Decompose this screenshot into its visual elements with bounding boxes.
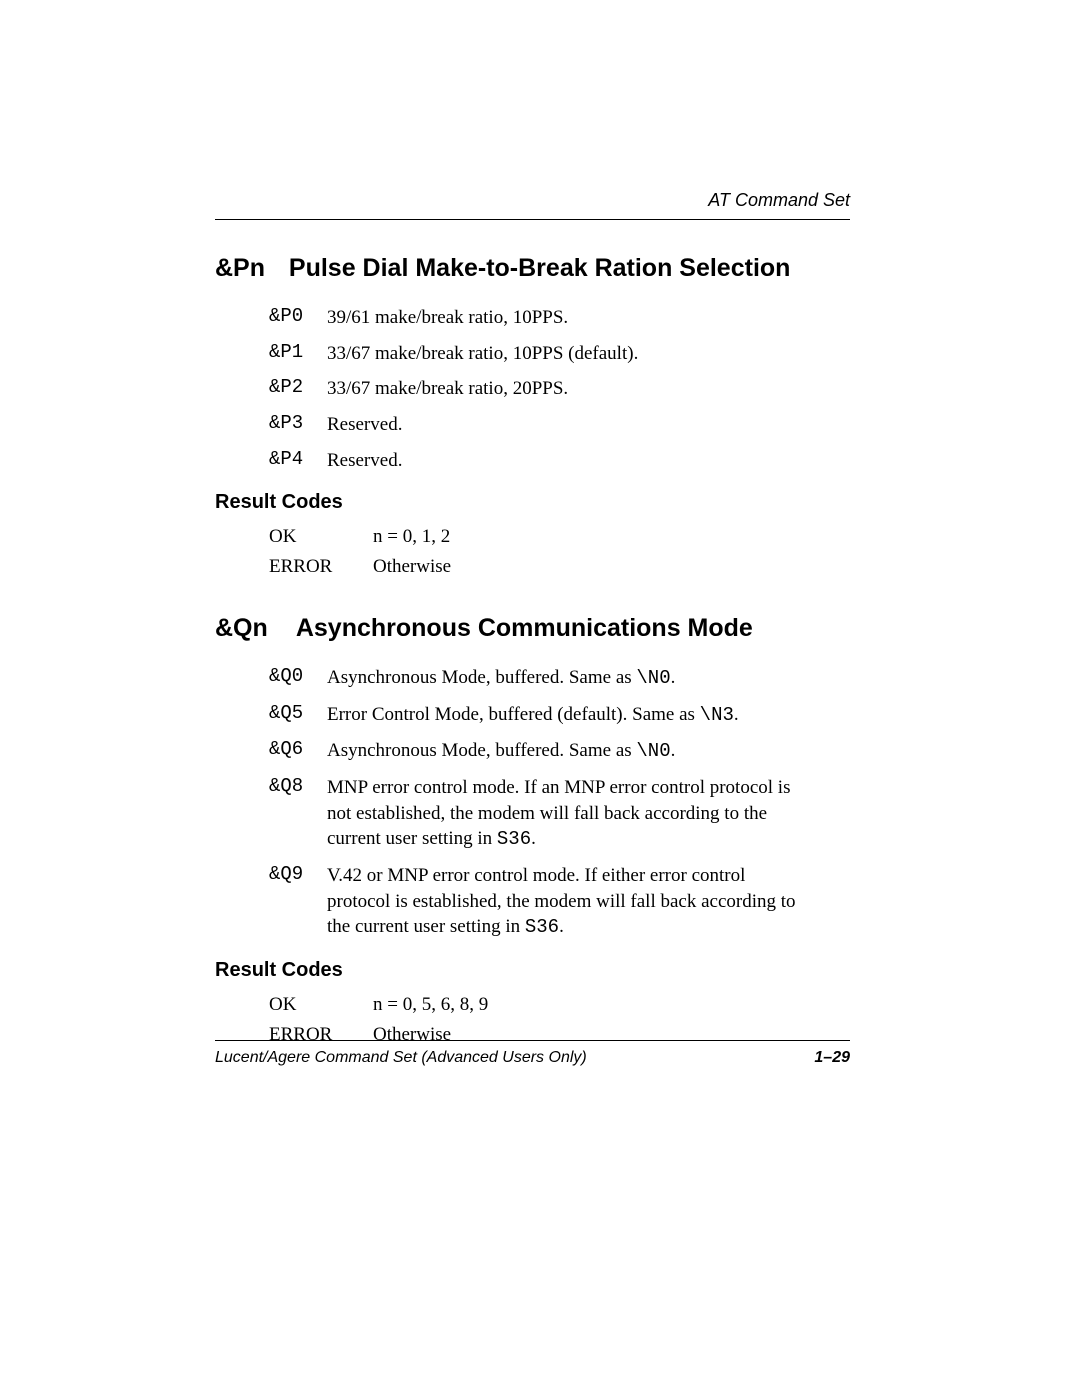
footer-page-number: 1–29 xyxy=(814,1049,850,1067)
param-desc: Reserved. xyxy=(327,412,402,438)
footer-left: Lucent/Agere Command Set (Advanced Users… xyxy=(215,1049,587,1067)
param-desc: 33/67 make/break ratio, 10PPS (default). xyxy=(327,341,638,367)
section-title-text: Pulse Dial Make-to-Break Ration Selectio… xyxy=(289,254,791,282)
param-row: &P0 39/61 make/break ratio, 10PPS. xyxy=(269,305,809,331)
param-code: &P4 xyxy=(269,448,327,470)
param-row: &Q6 Asynchronous Mode, buffered. Same as… xyxy=(269,738,809,765)
header-rule xyxy=(215,219,850,220)
result-table-pn: OK n = 0, 1, 2 ERROR Otherwise xyxy=(269,526,850,578)
param-code: &Q6 xyxy=(269,738,327,760)
param-desc: Asynchronous Mode, buffered. Same as \N0… xyxy=(327,665,675,692)
param-code: &Q5 xyxy=(269,702,327,724)
footer-rule xyxy=(215,1040,850,1041)
param-table-pn: &P0 39/61 make/break ratio, 10PPS. &P1 3… xyxy=(269,305,809,473)
result-codes-heading: Result Codes xyxy=(215,959,850,982)
param-code: &P3 xyxy=(269,412,327,434)
result-code: ERROR xyxy=(269,556,373,578)
result-desc: n = 0, 1, 2 xyxy=(373,526,450,548)
footer: Lucent/Agere Command Set (Advanced Users… xyxy=(215,1040,850,1067)
section-title-cmd: &Pn xyxy=(215,254,275,283)
param-row: &P3 Reserved. xyxy=(269,412,809,438)
param-row: &P4 Reserved. xyxy=(269,448,809,474)
param-code: &P2 xyxy=(269,376,327,398)
param-table-qn: &Q0 Asynchronous Mode, buffered. Same as… xyxy=(269,665,809,941)
section-title-cmd: &Qn xyxy=(215,614,275,643)
param-desc: Error Control Mode, buffered (default). … xyxy=(327,702,739,729)
result-table-qn: OK n = 0, 5, 6, 8, 9 ERROR Otherwise xyxy=(269,994,850,1046)
param-desc: Asynchronous Mode, buffered. Same as \N0… xyxy=(327,738,675,765)
param-row: &P1 33/67 make/break ratio, 10PPS (defau… xyxy=(269,341,809,367)
param-code: &Q0 xyxy=(269,665,327,687)
param-desc: Reserved. xyxy=(327,448,402,474)
result-codes-heading: Result Codes xyxy=(215,491,850,514)
result-code: OK xyxy=(269,526,373,548)
section-title-text: Asynchronous Communications Mode xyxy=(296,614,753,642)
param-desc: V.42 or MNP error control mode. If eithe… xyxy=(327,863,809,941)
header-right: AT Command Set xyxy=(215,190,850,211)
result-row: ERROR Otherwise xyxy=(269,556,850,578)
param-row: &Q5 Error Control Mode, buffered (defaul… xyxy=(269,702,809,729)
param-code: &Q9 xyxy=(269,863,327,885)
param-row: &Q0 Asynchronous Mode, buffered. Same as… xyxy=(269,665,809,692)
param-code: &Q8 xyxy=(269,775,327,797)
param-code: &P1 xyxy=(269,341,327,363)
result-row: OK n = 0, 5, 6, 8, 9 xyxy=(269,994,850,1016)
param-row: &Q8 MNP error control mode. If an MNP er… xyxy=(269,775,809,853)
param-desc: 39/61 make/break ratio, 10PPS. xyxy=(327,305,568,331)
param-desc: MNP error control mode. If an MNP error … xyxy=(327,775,809,853)
param-row: &P2 33/67 make/break ratio, 20PPS. xyxy=(269,376,809,402)
param-code: &P0 xyxy=(269,305,327,327)
section-title-qn: &Qn Asynchronous Communications Mode xyxy=(215,614,850,643)
section-title-pn: &Pn Pulse Dial Make-to-Break Ration Sele… xyxy=(215,254,850,283)
result-desc: Otherwise xyxy=(373,556,451,578)
param-row: &Q9 V.42 or MNP error control mode. If e… xyxy=(269,863,809,941)
result-row: OK n = 0, 1, 2 xyxy=(269,526,850,548)
param-desc: 33/67 make/break ratio, 20PPS. xyxy=(327,376,568,402)
page: AT Command Set &Pn Pulse Dial Make-to-Br… xyxy=(0,0,1080,1397)
result-desc: n = 0, 5, 6, 8, 9 xyxy=(373,994,488,1016)
result-code: OK xyxy=(269,994,373,1016)
